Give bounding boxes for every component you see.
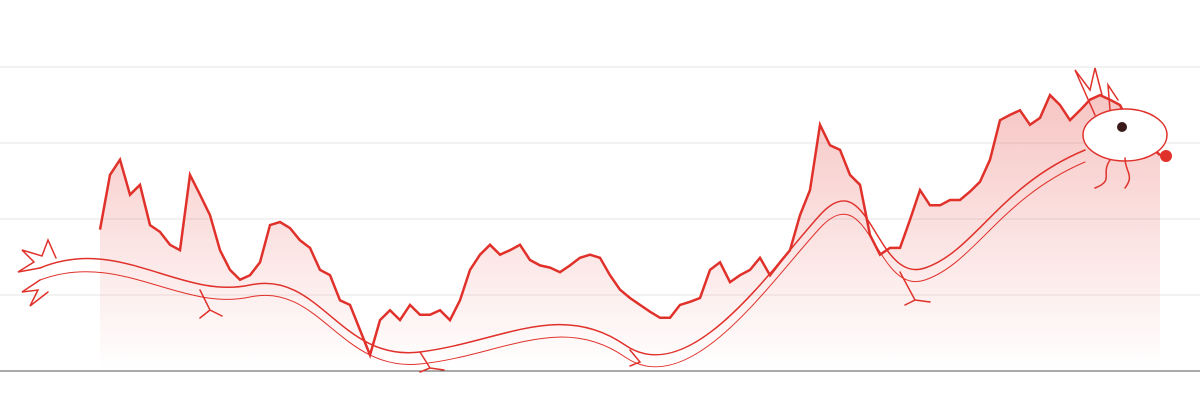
plot (98, 92, 1161, 371)
dragon-horns (1074, 67, 1119, 116)
line (98, 92, 1161, 359)
dragon-leg (199, 271, 931, 373)
dragon-whisker (1094, 157, 1131, 189)
dragon-eye (1117, 122, 1127, 132)
dragon-nose (1160, 150, 1172, 162)
area (100, 95, 1160, 371)
dragon-head (1082, 108, 1168, 162)
dragon-decoration (17, 67, 1172, 373)
dragon-body (39, 149, 1086, 356)
dragon-belly (39, 161, 1086, 368)
dragon-tail (17, 238, 57, 307)
